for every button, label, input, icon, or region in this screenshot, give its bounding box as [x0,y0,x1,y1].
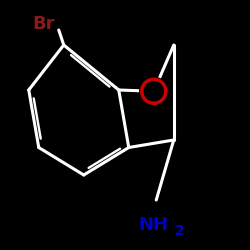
Text: Br: Br [32,15,55,33]
Text: NH: NH [139,216,169,234]
Circle shape [140,77,168,105]
Text: 2: 2 [175,224,185,238]
